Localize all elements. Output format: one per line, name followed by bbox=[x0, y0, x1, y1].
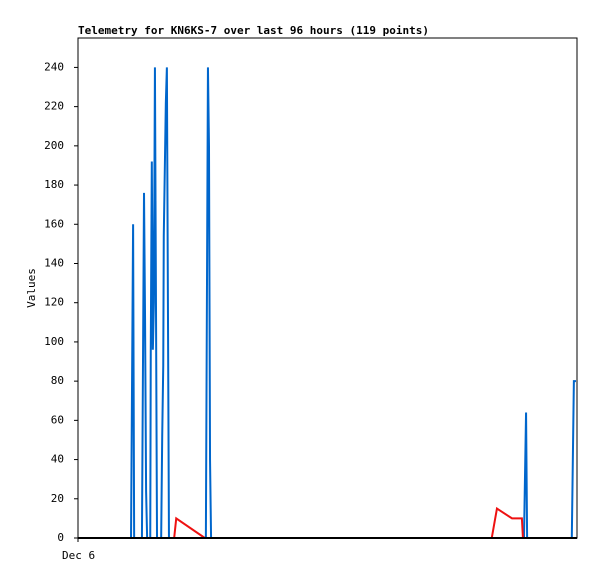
y-axis-label: Values bbox=[25, 268, 38, 308]
y-tick-label: 0 bbox=[57, 531, 64, 544]
y-tick-label: 100 bbox=[44, 335, 64, 348]
y-tick-label: 140 bbox=[44, 256, 64, 269]
x-tick-label: Dec 6 bbox=[62, 549, 95, 562]
data-line bbox=[173, 506, 524, 539]
y-tick-label: 240 bbox=[44, 60, 64, 73]
chart-title: Telemetry for KN6KS-7 over last 96 hours… bbox=[78, 24, 429, 37]
y-tick-label: 80 bbox=[51, 374, 64, 387]
y-tick-label: 180 bbox=[44, 178, 64, 191]
y-tick-label: 60 bbox=[51, 413, 64, 426]
y-tick-label: 220 bbox=[44, 100, 64, 113]
y-tick-label: 120 bbox=[44, 296, 64, 309]
y-tick-label: 200 bbox=[44, 139, 64, 152]
y-tick-label: 160 bbox=[44, 217, 64, 230]
y-tick-label: 20 bbox=[51, 492, 64, 505]
y-tick-label: 40 bbox=[51, 453, 64, 466]
data-line bbox=[130, 67, 576, 539]
